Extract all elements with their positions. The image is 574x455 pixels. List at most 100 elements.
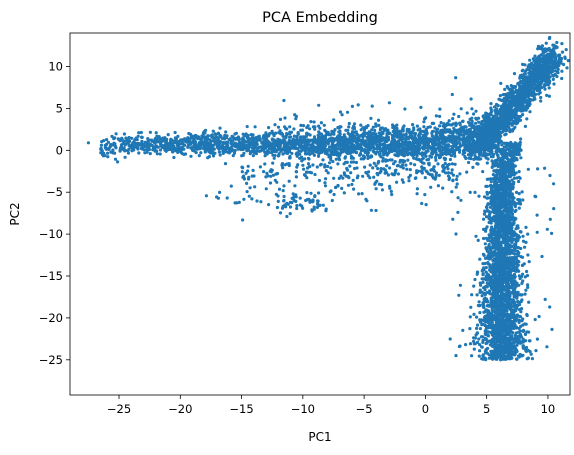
scatter-point — [471, 125, 475, 130]
scatter-point — [249, 133, 253, 137]
scatter-point — [533, 78, 538, 82]
scatter-point — [241, 153, 245, 157]
scatter-point — [509, 84, 513, 88]
scatter-point — [305, 132, 309, 136]
scatter-point — [273, 141, 277, 145]
scatter-point — [197, 154, 201, 158]
scatter-point — [428, 154, 432, 158]
scatter-point — [278, 147, 282, 151]
scatter-point — [418, 129, 422, 133]
scatter-point — [208, 151, 212, 155]
scatter-point — [284, 151, 288, 155]
scatter-point — [472, 157, 476, 161]
scatter-point — [349, 154, 353, 158]
scatter-point — [547, 71, 551, 75]
scatter-point — [499, 81, 503, 85]
scatter-point — [566, 59, 570, 63]
chart-title: PCA Embedding — [262, 10, 378, 26]
scatter-point — [374, 140, 378, 145]
scatter-point — [204, 148, 208, 152]
scatter-point — [114, 132, 118, 136]
scatter-point — [341, 136, 346, 140]
scatter-point — [437, 142, 441, 146]
scatter-point — [502, 117, 506, 122]
scatter-point — [158, 148, 163, 152]
scatter-point — [254, 151, 258, 155]
scatter-point — [281, 152, 285, 156]
scatter-point — [457, 137, 461, 141]
scatter-point — [176, 134, 180, 138]
scatter-point — [506, 123, 510, 127]
scatter-point — [361, 142, 365, 146]
scatter-point — [520, 307, 524, 311]
scatter-point — [489, 102, 493, 106]
scatter-point — [461, 152, 465, 156]
scatter-point — [373, 133, 377, 137]
scatter-point — [500, 106, 504, 110]
scatter-point — [430, 151, 434, 155]
scatter-point — [334, 137, 338, 141]
scatter-point — [508, 128, 512, 132]
scatter-point — [519, 94, 523, 98]
scatter-point — [271, 153, 275, 157]
scatter-point — [221, 143, 225, 147]
scatter-point — [544, 41, 548, 45]
scatter-point — [354, 160, 358, 165]
scatter-point — [140, 139, 144, 143]
scatter-point — [318, 148, 322, 152]
scatter-point — [418, 152, 422, 156]
scatter-point — [409, 132, 413, 136]
scatter-point — [189, 154, 193, 158]
scatter-point — [304, 151, 308, 155]
scatter-point — [361, 154, 366, 158]
scatter-point — [132, 145, 136, 149]
scatter-point — [503, 133, 507, 137]
scatter-point — [215, 140, 219, 144]
scatter-point — [511, 114, 515, 118]
scatter-point — [540, 80, 544, 84]
scatter-point — [565, 66, 569, 70]
scatter-point — [476, 116, 481, 120]
scatter-point — [409, 162, 413, 166]
scatter-point — [287, 148, 291, 152]
scatter-point — [168, 145, 172, 149]
scatter-point — [524, 98, 528, 103]
scatter-point — [427, 157, 431, 161]
scatter-point — [458, 148, 462, 152]
scatter-point — [493, 137, 497, 141]
scatter-point — [520, 109, 525, 113]
scatter-point — [536, 77, 541, 81]
scatter-point — [281, 141, 285, 145]
scatter-point — [483, 209, 487, 213]
scatter-point — [143, 151, 147, 155]
scatter-point — [493, 110, 497, 114]
scatter-point — [415, 145, 419, 149]
scatter-point — [487, 134, 491, 138]
scatter-point — [533, 54, 537, 58]
scatter-point — [435, 137, 439, 141]
scatter-point — [469, 154, 473, 158]
scatter-point — [225, 141, 229, 145]
scatter-point — [365, 135, 369, 139]
scatter-point — [517, 116, 521, 120]
scatter-point — [150, 139, 154, 143]
scatter-point — [529, 91, 533, 95]
scatter-point — [505, 109, 509, 113]
scatter-point — [493, 128, 497, 132]
scatter-point — [557, 57, 562, 61]
scatter-point — [486, 148, 490, 152]
scatter-point — [137, 131, 141, 135]
scatter-point — [270, 149, 274, 153]
scatter-point — [534, 67, 539, 71]
scatter-point — [308, 152, 312, 156]
scatter-point — [189, 135, 193, 139]
scatter-point — [160, 143, 165, 147]
scatter-point — [397, 134, 401, 138]
scatter-point — [294, 146, 298, 150]
scatter-point — [331, 159, 335, 164]
scatter-point — [539, 72, 543, 76]
scatter-point — [463, 143, 467, 147]
scatter-point — [122, 132, 126, 136]
scatter-point — [539, 64, 543, 68]
scatter-point — [553, 54, 557, 58]
